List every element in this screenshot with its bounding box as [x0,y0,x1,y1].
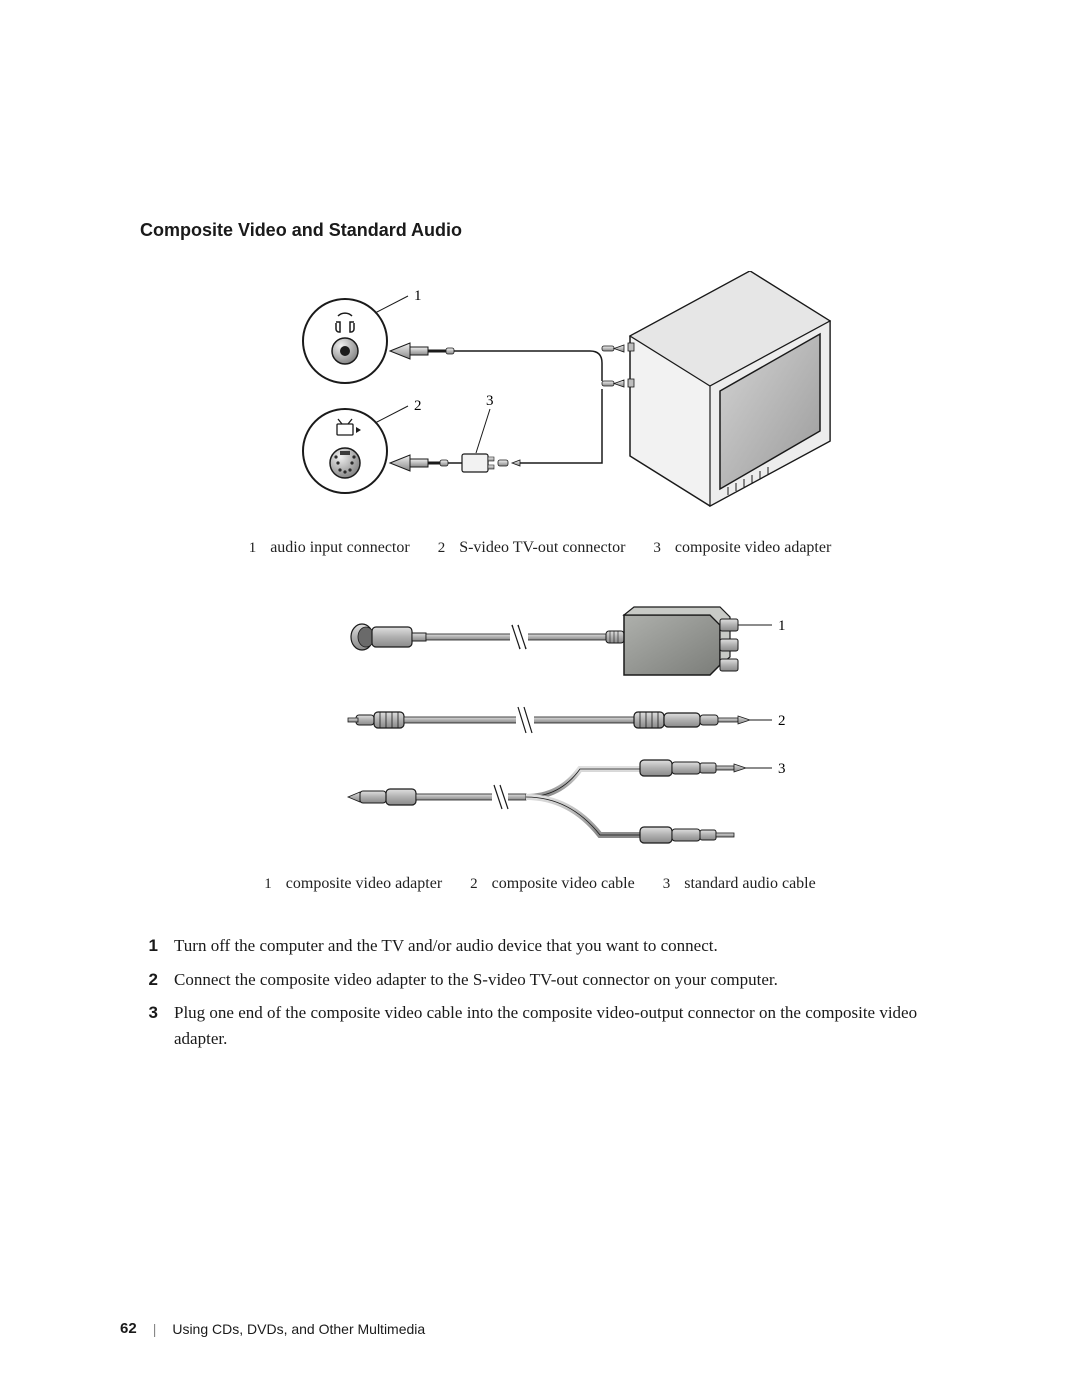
legend-num: 3 [653,540,661,557]
legend-num: 2 [470,876,478,893]
legend-item: 3 composite video adapter [653,539,831,557]
step-text: Plug one end of the composite video cabl… [174,1000,940,1051]
legend-text: audio input connector [270,539,410,557]
legend-item: 3 standard audio cable [663,875,816,893]
callout-1b: 1 [778,618,786,634]
legend-text: composite video cable [492,875,635,893]
legend-text: composite video adapter [675,539,831,557]
callout-3: 3 [486,393,494,409]
audio-plug-icon [390,343,454,359]
step-item: 3 Plug one end of the composite video ca… [140,1000,940,1051]
legend-num: 2 [438,540,446,557]
svideo-connector-icon [303,409,387,493]
step-number: 2 [140,967,158,993]
step-item: 1 Turn off the computer and the TV and/o… [140,933,940,959]
page: Composite Video and Standard Audio [0,0,1080,1397]
callout-2: 2 [414,398,422,414]
tv-icon [628,271,830,506]
audio-input-connector-icon [303,299,387,383]
svideo-plug-icon [390,455,448,471]
standard-audio-cable-icon [348,760,746,843]
footer-separator: | [153,1321,157,1337]
legend-num: 1 [264,876,272,893]
legend-num: 3 [663,876,671,893]
diagram-cables: 1 2 [260,597,820,857]
legend-item: 1 composite video adapter [264,875,442,893]
step-number: 3 [140,1000,158,1051]
callout-2b: 2 [778,713,786,729]
callout-3b: 3 [778,761,786,777]
page-number: 62 [120,1320,137,1337]
diagram-connection: 1 2 [230,271,850,521]
legend-item: 2 S-video TV-out connector [438,539,626,557]
legend-num: 1 [249,540,257,557]
page-footer: 62 | Using CDs, DVDs, and Other Multimed… [120,1320,425,1337]
legend-text: S-video TV-out connector [459,539,625,557]
step-text: Connect the composite video adapter to t… [174,967,778,993]
legend-2: 1 composite video adapter 2 composite vi… [140,875,940,893]
legend-text: standard audio cable [684,875,816,893]
step-item: 2 Connect the composite video adapter to… [140,967,940,993]
legend-item: 1 audio input connector [249,539,410,557]
legend-text: composite video adapter [286,875,442,893]
composite-adapter-icon [462,454,494,472]
legend-1: 1 audio input connector 2 S-video TV-out… [140,539,940,557]
section-heading: Composite Video and Standard Audio [140,220,940,241]
step-number: 1 [140,933,158,959]
footer-title: Using CDs, DVDs, and Other Multimedia [172,1321,425,1337]
composite-adapter-cable-icon [351,607,738,675]
legend-item: 2 composite video cable [470,875,635,893]
callout-1: 1 [414,288,422,304]
instruction-steps: 1 Turn off the computer and the TV and/o… [140,933,940,1051]
composite-video-cable-icon [348,707,750,733]
step-text: Turn off the computer and the TV and/or … [174,933,718,959]
